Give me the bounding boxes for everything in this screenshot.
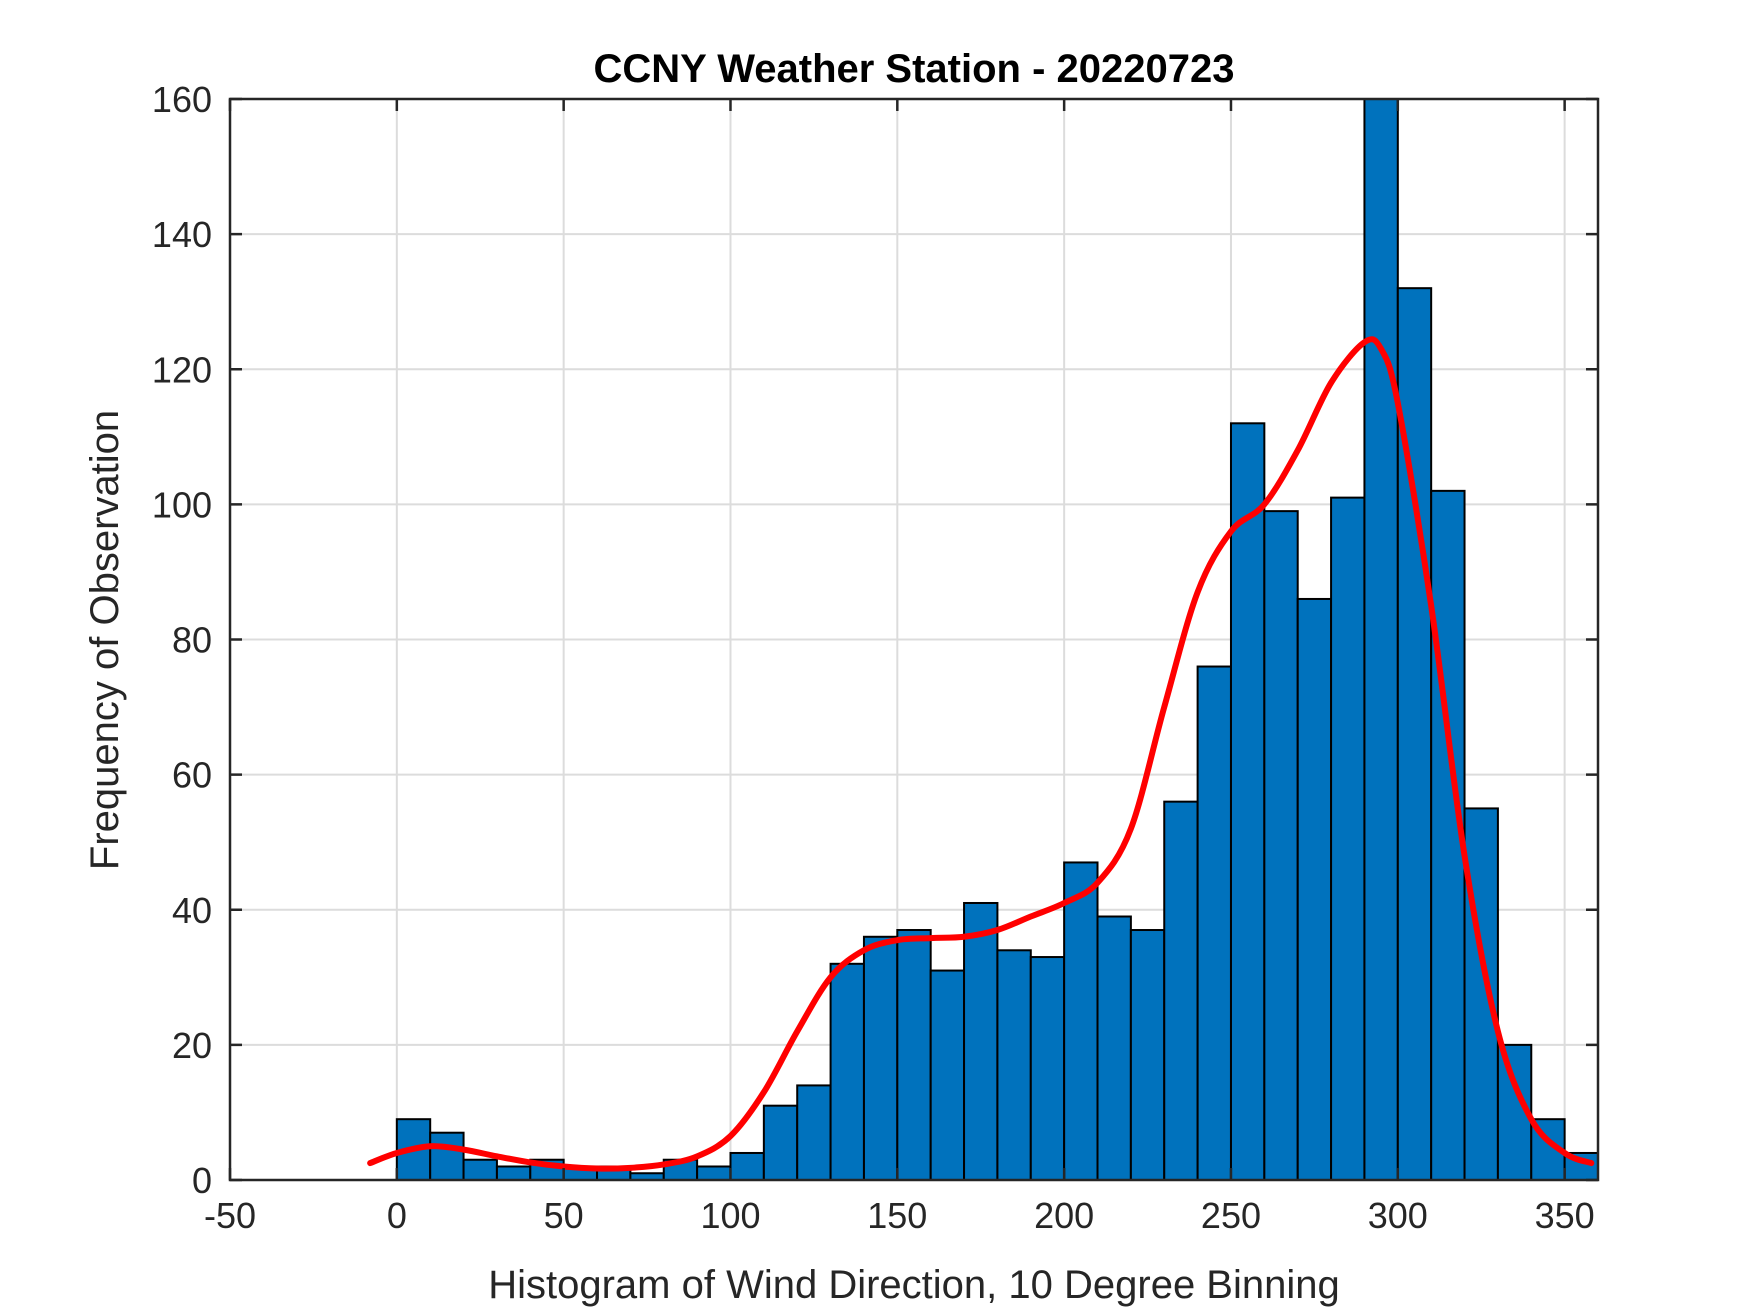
x-tick-labels: -50 0 50 100 150 200 250 300 350 [204,1195,1595,1236]
y-tick-label: 120 [152,349,212,390]
fit-curve-line [367,336,1595,1172]
histogram-bar [1196,665,1232,1181]
histogram-bar [929,969,966,1182]
x-tick-label: 150 [867,1195,927,1236]
histogram-bar [896,929,932,1181]
x-tick-label: 100 [700,1195,760,1236]
x-tick-label: -50 [204,1195,256,1236]
fit-curve-layer [367,336,1595,1172]
histogram-bar [429,1131,465,1182]
axes-layer [228,97,1600,1182]
y-tick-label: 160 [152,79,212,120]
histogram-bar [1063,861,1099,1181]
histogram-bar [862,935,899,1182]
histogram-bar [1263,510,1299,1182]
y-tick-label: 0 [192,1160,212,1201]
y-tick-labels: 0 20 40 60 80 100 120 140 160 [152,79,212,1201]
histogram-bar [495,1165,532,1182]
histogram-bar [1330,496,1366,1181]
histogram-bar [1463,807,1499,1181]
histogram-bar [729,1151,765,1181]
y-tick-label: 80 [172,620,212,661]
x-axis-label: Histogram of Wind Direction, 10 Degree B… [488,1263,1340,1307]
histogram-bar [829,962,865,1181]
histogram-bar [963,901,999,1182]
histogram-bar [1129,929,1166,1181]
histogram-bar [996,949,1032,1181]
y-tick-label: 20 [172,1025,212,1066]
histogram-bar [462,1158,498,1181]
x-tick-label: 300 [1368,1195,1428,1236]
y-tick-label: 60 [172,755,212,796]
histogram-bar [762,1104,799,1182]
x-tick-label: 50 [544,1195,584,1236]
x-tick-label: 200 [1034,1195,1094,1236]
x-tick-label: 350 [1535,1195,1595,1236]
histogram-bar [1363,98,1399,1181]
histogram-bar [696,1165,732,1182]
histogram-bar [1163,800,1199,1182]
histogram-bar [1229,422,1266,1181]
y-tick-label: 140 [152,214,212,255]
y-axis-label: Frequency of Observation [83,410,127,870]
y-tick-label: 100 [152,484,212,525]
x-tick-label: 250 [1201,1195,1261,1236]
x-tick-label: 0 [387,1195,407,1236]
histogram-bar [1029,956,1066,1182]
y-tick-label: 40 [172,890,212,931]
chart-title: CCNY Weather Station - 20220723 [594,47,1235,91]
histogram-bar [1096,915,1132,1181]
histogram-bar [1296,597,1333,1181]
histogram-bar [796,1084,832,1181]
